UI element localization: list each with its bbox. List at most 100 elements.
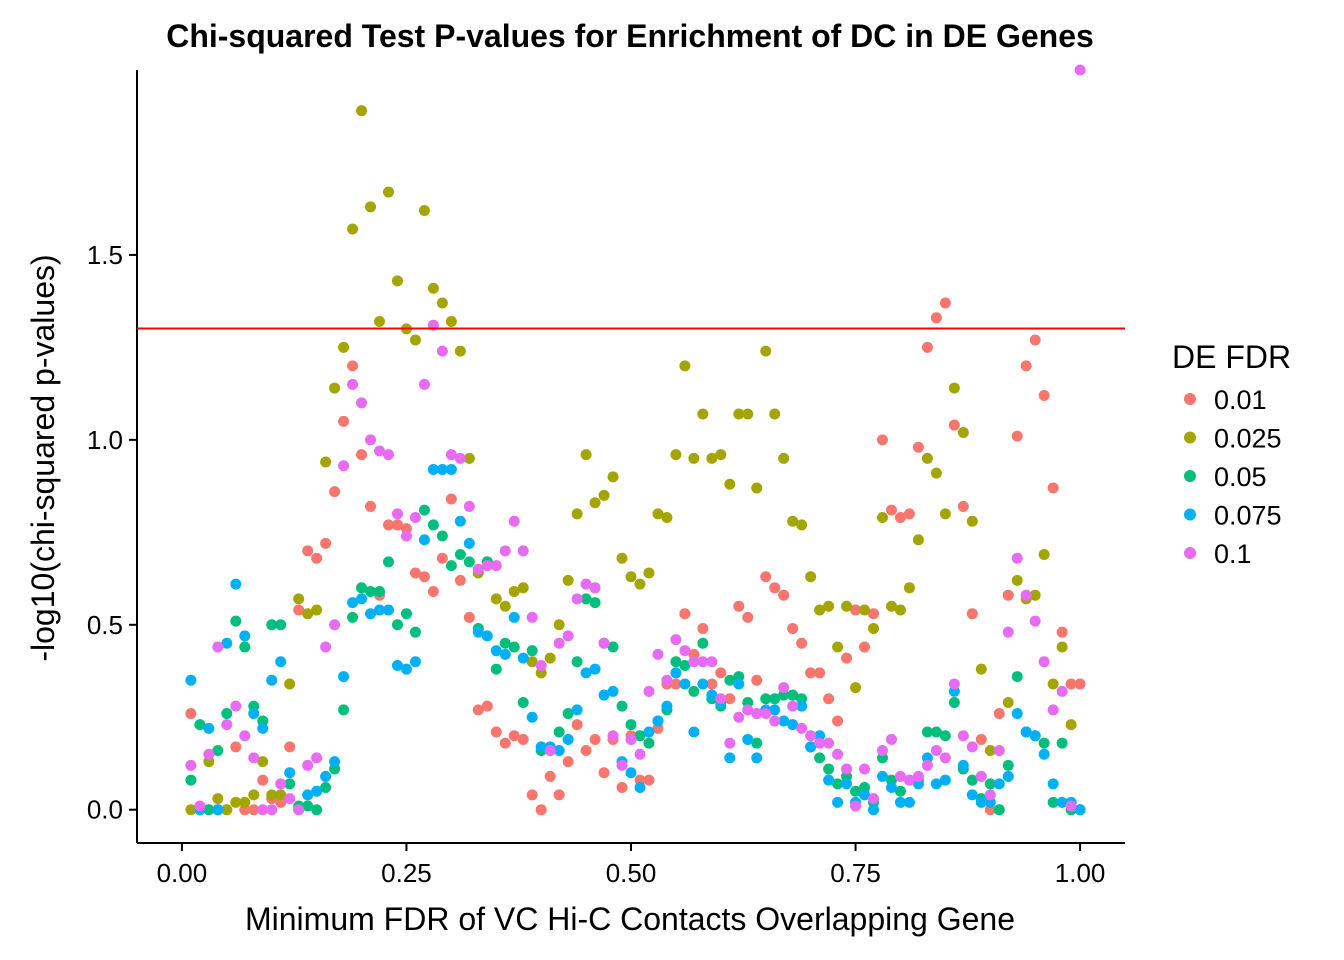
data-point <box>571 704 583 716</box>
data-point <box>382 449 394 461</box>
data-point <box>868 608 880 620</box>
data-point <box>400 608 412 620</box>
data-point <box>1029 730 1041 742</box>
data-point <box>1029 334 1041 346</box>
data-point <box>715 667 727 679</box>
data-point <box>517 696 529 708</box>
data-point <box>625 733 637 745</box>
data-point <box>993 778 1005 790</box>
data-point <box>724 478 736 490</box>
data-point <box>311 804 323 816</box>
data-point <box>1020 589 1032 601</box>
data-point <box>868 622 880 634</box>
data-point <box>957 426 969 438</box>
data-point <box>706 689 718 701</box>
data-point <box>966 789 978 801</box>
x-tick-label: 0.75 <box>830 858 881 888</box>
legend-label: 0.01 <box>1214 385 1267 415</box>
data-point <box>912 441 924 453</box>
data-point <box>257 804 269 816</box>
data-point <box>535 659 547 671</box>
data-point <box>526 789 538 801</box>
data-point <box>814 737 826 749</box>
data-point <box>930 312 942 324</box>
data-point <box>463 611 475 623</box>
data-point <box>984 789 996 801</box>
data-point <box>257 722 269 734</box>
data-point <box>939 508 951 520</box>
data-point <box>841 652 853 664</box>
data-point <box>284 778 296 790</box>
data-point <box>769 715 781 727</box>
data-point <box>544 770 556 782</box>
data-point <box>347 360 359 372</box>
legend-label: 0.1 <box>1214 539 1252 569</box>
data-point <box>787 689 799 701</box>
data-point <box>382 556 394 568</box>
data-point <box>302 759 314 771</box>
data-point <box>185 759 197 771</box>
legend-key <box>1184 547 1196 559</box>
data-point <box>320 782 332 794</box>
data-point <box>868 804 880 816</box>
data-point <box>661 700 673 712</box>
data-point <box>1056 685 1068 697</box>
data-point <box>966 608 978 620</box>
data-point <box>221 804 233 816</box>
x-tick-label: 0.25 <box>381 858 432 888</box>
data-point <box>517 733 529 745</box>
data-point <box>733 408 745 420</box>
data-point <box>939 752 951 764</box>
data-point <box>293 604 305 616</box>
data-point <box>508 515 520 527</box>
data-point <box>652 648 664 660</box>
data-point <box>894 604 906 616</box>
data-point <box>356 582 368 594</box>
data-point <box>544 652 556 664</box>
data-point <box>993 804 1005 816</box>
data-point <box>589 733 601 745</box>
data-point <box>356 449 368 461</box>
data-point <box>329 619 341 631</box>
data-point <box>400 530 412 542</box>
data-point <box>356 593 368 605</box>
data-point <box>939 774 951 786</box>
data-point <box>670 678 682 690</box>
data-point <box>948 678 960 690</box>
data-point <box>876 434 888 446</box>
data-point <box>580 745 592 757</box>
data-point <box>993 745 1005 757</box>
data-point <box>436 463 448 475</box>
data-point <box>580 449 592 461</box>
data-point <box>894 785 906 797</box>
data-point <box>688 656 700 668</box>
data-point <box>1038 549 1050 561</box>
data-point <box>589 597 601 609</box>
data-point <box>688 452 700 464</box>
data-point <box>320 456 332 468</box>
data-point <box>760 708 772 720</box>
data-point <box>885 600 897 612</box>
data-point <box>311 785 323 797</box>
data-point <box>805 571 817 583</box>
data-point <box>679 678 691 690</box>
data-point <box>1020 726 1032 738</box>
data-point <box>418 504 430 516</box>
data-point <box>239 796 251 808</box>
data-point <box>894 512 906 524</box>
data-point <box>302 608 314 620</box>
data-point <box>625 719 637 731</box>
data-point <box>1029 589 1041 601</box>
data-point <box>1002 696 1014 708</box>
data-point <box>463 452 475 464</box>
data-point <box>1047 482 1059 494</box>
data-point <box>212 641 224 653</box>
data-point <box>284 793 296 805</box>
data-point <box>679 659 691 671</box>
data-point <box>742 733 754 745</box>
data-point <box>508 585 520 597</box>
data-point <box>454 549 466 561</box>
data-point <box>616 759 628 771</box>
data-point <box>526 656 538 668</box>
data-point <box>374 445 386 457</box>
